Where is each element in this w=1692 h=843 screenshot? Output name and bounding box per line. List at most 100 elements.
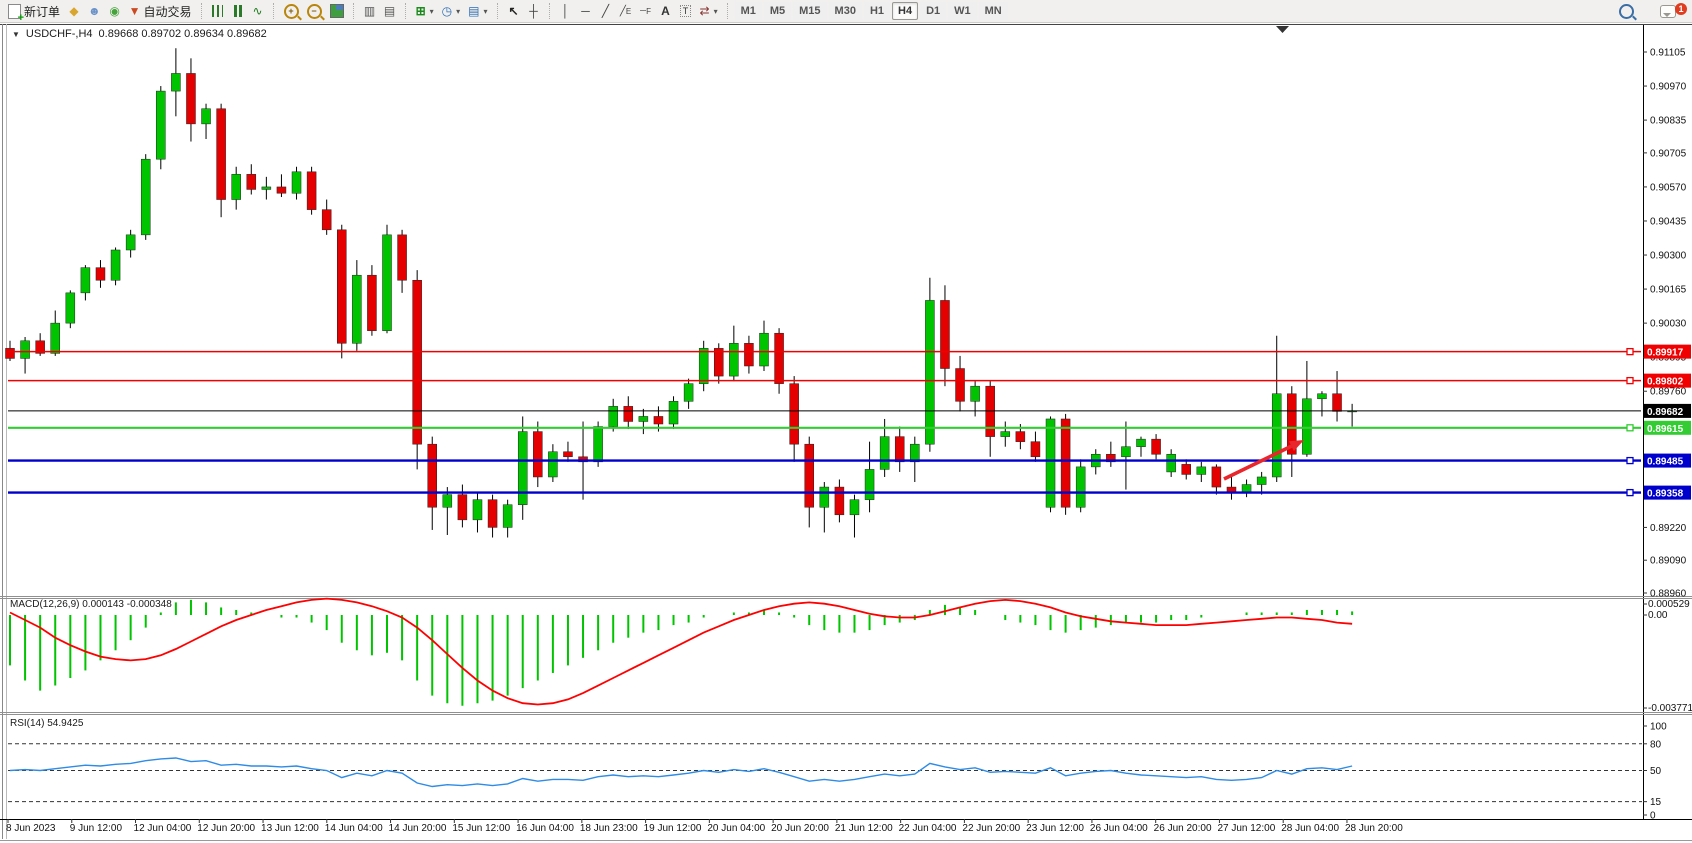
candle[interactable] xyxy=(1226,486,1237,493)
candle[interactable] xyxy=(367,274,377,331)
candle[interactable] xyxy=(1241,484,1252,493)
candle[interactable] xyxy=(442,494,453,508)
candle[interactable] xyxy=(894,436,905,463)
candle[interactable] xyxy=(517,431,528,505)
candle[interactable] xyxy=(291,171,302,194)
candle[interactable] xyxy=(321,209,332,231)
candle[interactable] xyxy=(729,343,739,377)
candle[interactable] xyxy=(804,443,814,508)
search-button[interactable] xyxy=(1612,1,1640,23)
candle[interactable] xyxy=(140,158,151,236)
timeframe-m1-button[interactable]: M1 xyxy=(734,2,762,20)
candle[interactable] xyxy=(1287,393,1297,455)
tile-windows-button[interactable] xyxy=(326,1,348,21)
timeframe-m30-button[interactable]: M30 xyxy=(828,2,862,20)
candle[interactable] xyxy=(1015,431,1026,442)
candle[interactable] xyxy=(668,401,679,425)
candle[interactable] xyxy=(608,406,618,427)
candle[interactable] xyxy=(759,332,769,367)
crosshair-button[interactable]: ┼ xyxy=(524,1,544,21)
templates-button[interactable]: ▤ ▾ xyxy=(464,1,491,21)
notifications-button[interactable]: 1 xyxy=(1654,1,1687,23)
trend-line-button[interactable]: ╱ xyxy=(596,1,616,21)
candle-chart-button[interactable] xyxy=(228,1,248,21)
timeframe-h1-button[interactable]: H1 xyxy=(863,2,891,20)
candle[interactable] xyxy=(970,385,980,402)
candle[interactable] xyxy=(95,267,106,281)
candle[interactable] xyxy=(563,451,573,458)
candle[interactable] xyxy=(306,171,317,210)
candle[interactable] xyxy=(1181,464,1191,475)
candle[interactable] xyxy=(472,499,483,521)
timeframe-m15-button[interactable]: M15 xyxy=(793,2,827,20)
candle[interactable] xyxy=(156,90,166,160)
candle[interactable] xyxy=(1271,393,1282,478)
candle[interactable] xyxy=(502,504,513,528)
candle[interactable] xyxy=(1030,441,1041,458)
candle[interactable] xyxy=(789,383,799,445)
metaeditor-button[interactable]: ☻ xyxy=(84,1,105,21)
candle[interactable] xyxy=(940,300,950,369)
candle[interactable] xyxy=(533,431,543,478)
candle[interactable] xyxy=(593,426,603,463)
timeframe-m5-button[interactable]: M5 xyxy=(763,2,792,20)
annotation-arrow[interactable] xyxy=(1223,444,1293,481)
candle[interactable] xyxy=(1317,393,1327,400)
candle[interactable] xyxy=(171,73,181,92)
timeframe-mn-button[interactable]: MN xyxy=(978,2,1008,20)
candle[interactable] xyxy=(50,322,60,354)
candle[interactable] xyxy=(955,368,965,402)
candle[interactable] xyxy=(623,406,634,422)
candle[interactable] xyxy=(1121,446,1131,458)
candle[interactable] xyxy=(397,234,407,281)
candle[interactable] xyxy=(744,343,754,367)
candle[interactable] xyxy=(925,300,935,445)
signals-button[interactable]: ◉ xyxy=(105,1,125,21)
candle[interactable] xyxy=(1196,466,1207,475)
candle[interactable] xyxy=(1302,398,1312,455)
candle[interactable] xyxy=(1075,466,1086,508)
chart-profiles-button[interactable]: ◆ xyxy=(64,1,84,21)
text-button[interactable]: A xyxy=(656,1,676,21)
cascade-windows-button[interactable]: ▤ xyxy=(380,1,400,21)
candle[interactable] xyxy=(638,416,649,422)
candle[interactable] xyxy=(261,186,272,190)
candle[interactable] xyxy=(714,348,724,377)
candle[interactable] xyxy=(1151,438,1161,455)
candle[interactable] xyxy=(246,174,257,190)
auto-trading-button[interactable]: ▼ 自动交易 xyxy=(125,1,196,21)
timeframe-h4-button[interactable]: H4 xyxy=(892,2,919,20)
new-order-button[interactable]: + 新订单 xyxy=(4,1,64,23)
candle[interactable] xyxy=(1136,438,1146,447)
candle[interactable] xyxy=(5,348,15,359)
candle[interactable] xyxy=(216,108,226,200)
arrows-button[interactable]: ⇄ ▾ xyxy=(696,1,722,21)
candle[interactable] xyxy=(186,73,196,125)
periods-button[interactable]: ◷ ▾ xyxy=(438,1,465,21)
timeframe-d1-button[interactable]: D1 xyxy=(920,2,947,20)
arrange-windows-button[interactable]: ▥ xyxy=(360,1,380,21)
candle[interactable] xyxy=(110,249,121,281)
candle[interactable] xyxy=(910,443,920,463)
fibonacci-button[interactable]: ╱E xyxy=(616,1,636,21)
candle[interactable] xyxy=(864,469,875,500)
candle[interactable] xyxy=(879,436,890,470)
candle[interactable] xyxy=(1000,431,1011,437)
candle[interactable] xyxy=(20,340,30,359)
candle[interactable] xyxy=(834,486,845,516)
candle[interactable] xyxy=(412,280,422,445)
candle[interactable] xyxy=(201,108,211,125)
bar-chart-button[interactable] xyxy=(208,1,228,21)
candle[interactable] xyxy=(819,486,830,508)
candle[interactable] xyxy=(487,499,498,528)
symbol-dropdown-icon[interactable]: ▼ xyxy=(12,29,20,39)
candle[interactable] xyxy=(683,383,694,402)
channel-button[interactable]: ┄F xyxy=(636,1,656,21)
candle[interactable] xyxy=(698,348,709,384)
candle[interactable] xyxy=(1256,476,1267,485)
candle[interactable] xyxy=(1045,418,1056,508)
line-chart-button[interactable]: ∿ xyxy=(248,1,268,21)
candle[interactable] xyxy=(1211,466,1222,488)
candle[interactable] xyxy=(276,186,287,194)
indicators-button[interactable]: ⊞ ▾ xyxy=(412,1,438,21)
